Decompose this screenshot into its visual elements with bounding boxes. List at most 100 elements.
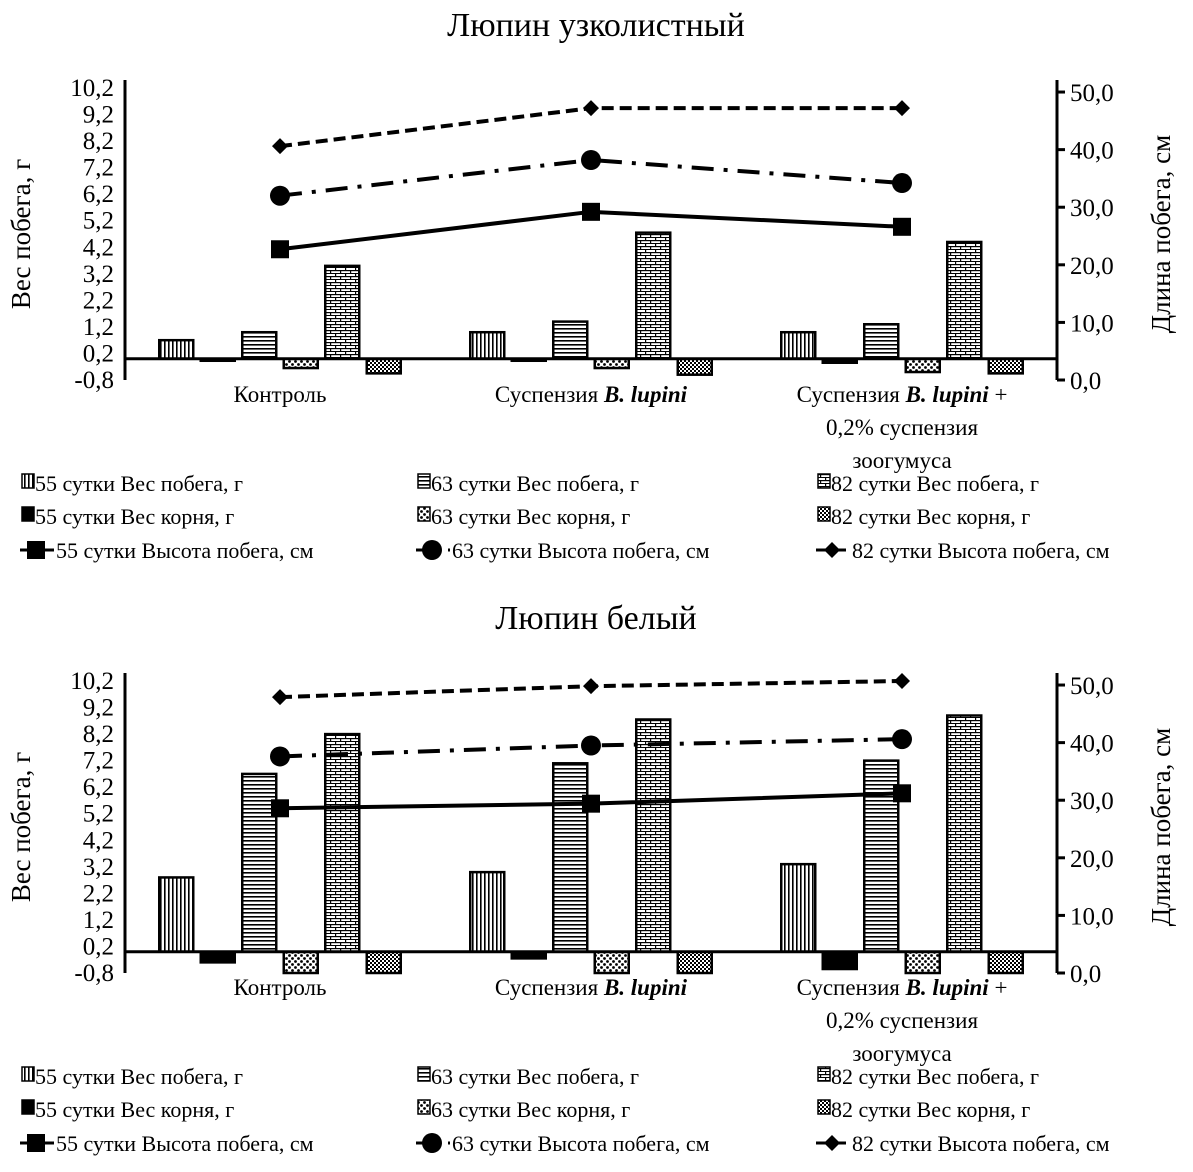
legend-swatch-bricks — [817, 1066, 831, 1082]
bar-checker — [676, 357, 713, 376]
left-tick-label: 9,2 — [83, 102, 114, 129]
legend-label: 63 сутки Вес корня, г — [431, 1097, 630, 1122]
right-tick-label: 20,0 — [1070, 846, 1114, 873]
bar-solid-black — [821, 950, 858, 971]
legend-label: 82 сутки Вес корня, г — [831, 504, 1030, 529]
left-tick-label: 1,2 — [83, 907, 114, 934]
right-tick-label: 0,0 — [1070, 961, 1101, 988]
legend-item: 82 сутки Высота побега, см — [816, 1131, 1110, 1156]
diamond-marker — [894, 673, 910, 689]
circle-marker — [892, 173, 912, 194]
square-marker — [27, 1134, 45, 1152]
right-tick-label: 30,0 — [1070, 788, 1114, 815]
right-axis-title: Длина побега, см — [1146, 135, 1176, 333]
left-tick-label: 0,2 — [83, 340, 114, 367]
legend-label: 55 сутки Вес корня, г — [35, 1097, 234, 1122]
left-tick-label: 2,2 — [83, 880, 114, 907]
legend-swatch-solid-black — [21, 506, 35, 522]
bar-bricks — [635, 231, 672, 361]
circle-marker — [892, 729, 912, 750]
chart-2: Люпин белый10,29,28,27,26,25,24,23,22,21… — [6, 600, 1176, 1156]
square-marker — [582, 794, 600, 813]
diamond-marker — [824, 542, 840, 558]
legend-swatch-vertical-lines — [21, 473, 35, 489]
category-label: Суспензия B. lupini — [495, 382, 688, 407]
left-tick-label: 10,2 — [70, 75, 114, 102]
legend-label: 63 сутки Высота побега, см — [452, 1131, 710, 1156]
square-marker — [893, 217, 911, 236]
right-tick-label: 20,0 — [1070, 253, 1114, 280]
circle-marker — [270, 746, 290, 767]
bar-vertical-lines — [780, 330, 817, 361]
chart-title: Люпин белый — [495, 600, 697, 637]
diamond-marker — [583, 678, 599, 695]
bar-bricks — [946, 714, 983, 954]
legend-item: 63 сутки Высота побега, см — [416, 538, 710, 563]
circle-marker — [422, 1133, 442, 1153]
square-marker — [271, 799, 289, 818]
legend-swatch-checker — [817, 1099, 831, 1115]
right-tick-label: 0,0 — [1070, 368, 1101, 395]
bar-horizontal-lines — [552, 320, 589, 361]
circle-marker — [581, 149, 601, 170]
legend-label: 82 сутки Высота побега, см — [852, 1131, 1110, 1156]
left-tick-label: 4,2 — [83, 234, 114, 261]
bar-horizontal-lines — [863, 323, 900, 361]
chart-1: Люпин узколистный10,29,28,27,26,25,24,23… — [6, 7, 1176, 563]
legend-swatch-solid-black — [21, 1099, 35, 1115]
bar-checker — [365, 357, 402, 375]
legend-label: 55 сутки Высота побега, см — [56, 1131, 314, 1156]
category-label: Контроль — [234, 975, 327, 1000]
right-tick-label: 10,0 — [1070, 903, 1114, 930]
legend-swatch-horizontal-lines — [417, 1066, 431, 1082]
legend-item: 82 сутки Вес корня, г — [817, 504, 1030, 529]
legend-item: 82 сутки Высота побега, см — [816, 538, 1110, 563]
square-marker — [893, 784, 911, 803]
left-tick-label: 3,2 — [83, 261, 114, 288]
legend-item: 82 сутки Вес побега, г — [817, 1064, 1039, 1089]
circle-marker — [270, 185, 290, 206]
diamond-marker — [272, 138, 288, 155]
bar-vertical-lines — [469, 870, 506, 954]
left-tick-label: 6,2 — [83, 181, 114, 208]
category-label: Суспензия B. lupini +0,2% суспензия зоогу… — [797, 975, 1008, 1066]
bar-vertical-lines — [158, 338, 195, 361]
legend-swatch-bricks — [817, 473, 831, 489]
bar-bricks — [635, 718, 672, 954]
legend-item: 82 сутки Вес побега, г — [817, 471, 1039, 496]
bar-vertical-lines — [158, 876, 195, 954]
bar-bricks — [324, 264, 361, 361]
bar-vertical-lines — [469, 330, 506, 361]
legend-item: 55 сутки Высота побега, см — [20, 1131, 314, 1156]
left-tick-label: 2,2 — [83, 287, 114, 314]
legend-item: 63 сутки Вес корня, г — [417, 1097, 630, 1122]
square-marker — [27, 541, 45, 559]
right-tick-label: 30,0 — [1070, 195, 1114, 222]
legend-swatch-dots — [417, 1099, 431, 1115]
legend-swatch-horizontal-lines — [417, 473, 431, 489]
left-tick-label: 0,2 — [83, 933, 114, 960]
legend-item: 55 сутки Вес побега, г — [21, 471, 243, 496]
bar-horizontal-lines — [241, 772, 278, 954]
legend-item: 63 сутки Высота побега, см — [416, 1131, 710, 1156]
legend-label: 55 сутки Высота побега, см — [56, 538, 314, 563]
left-tick-label: 10,2 — [70, 668, 114, 695]
legend-item: 63 сутки Вес побега, г — [417, 471, 639, 496]
category-label: Контроль — [234, 382, 327, 407]
right-tick-label: 50,0 — [1070, 80, 1114, 107]
legend-item: 55 сутки Высота побега, см — [20, 538, 314, 563]
category-label: Суспензия B. lupini +0,2% суспензия зоогу… — [797, 382, 1008, 473]
legend: 55 сутки Вес побега, г 63 сутки Вес побег… — [20, 471, 1110, 563]
legend-label: 63 сутки Высота побега, см — [452, 538, 710, 563]
left-tick-label: 5,2 — [83, 208, 114, 235]
circle-marker — [422, 540, 442, 560]
legend-swatch-dots — [417, 506, 431, 522]
bar-vertical-lines — [780, 862, 817, 954]
diamond-marker — [894, 100, 910, 117]
legend-label: 55 сутки Вес побега, г — [35, 471, 243, 496]
diamond-marker — [824, 1135, 840, 1151]
left-tick-label: 8,2 — [83, 721, 114, 748]
chart-title: Люпин узколистный — [447, 7, 745, 44]
bar-checker — [987, 357, 1024, 375]
line-circle — [279, 157, 903, 198]
